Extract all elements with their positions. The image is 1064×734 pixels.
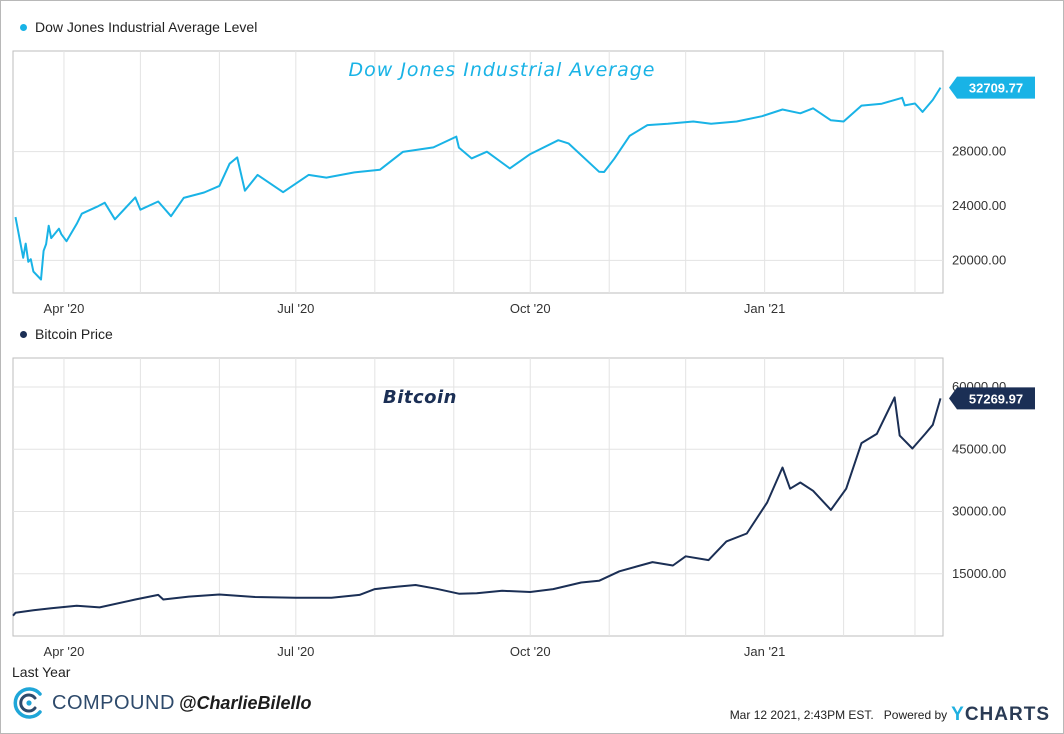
dow-legend[interactable]: Dow Jones Industrial Average Level [20, 19, 257, 35]
dow-x-tick-label: Oct '20 [510, 301, 551, 316]
btc-last-value-label: 57269.97 [969, 391, 1023, 406]
btc-y-tick-label: 15000.00 [952, 566, 1006, 581]
brand: COMPOUND @CharlieBilello [12, 686, 311, 720]
range-label: Last Year [12, 664, 71, 680]
btc-x-tick-label: Apr '20 [44, 644, 85, 659]
ycharts-logo[interactable]: YCHARTS [951, 704, 1050, 726]
btc-x-tick-label: Jan '21 [744, 644, 786, 659]
dow-x-tick-label: Apr '20 [44, 301, 85, 316]
footer-attribution: Mar 12 2021, 2:43PM EST. Powered by YCHA… [730, 704, 1050, 726]
dow-x-tick-label: Jul '20 [277, 301, 314, 316]
timestamp: Mar 12 2021, 2:43PM EST. [729, 708, 874, 722]
dow-series-line [14, 87, 942, 281]
btc-legend-label: Bitcoin Price [35, 326, 113, 342]
btc-series-line [12, 396, 942, 617]
dow-legend-dot [20, 23, 27, 31]
brand-name: COMPOUND [52, 691, 175, 714]
btc-last-value-badge [949, 387, 1035, 410]
dow-y-tick-label: 28000.00 [952, 144, 1006, 159]
dow-last-value-label: 32709.77 [969, 81, 1023, 96]
dow-chart: 20000.00 24000.00 28000.00 Apr '20 Jul '20 Oc… [12, 50, 1035, 316]
dow-y-tick-label: 20000.00 [952, 252, 1006, 267]
btc-x-tick-label: Oct '20 [510, 644, 551, 659]
ycharts-logo-text: CHARTS [964, 704, 1050, 725]
ycharts-logo-y: Y [951, 704, 965, 725]
btc-legend[interactable]: Bitcoin Price [20, 326, 113, 342]
dow-legend-label: Dow Jones Industrial Average Level [35, 19, 258, 35]
btc-plot-border [12, 357, 944, 637]
btc-chart-title: Bitcoin [383, 387, 457, 408]
dow-y-tick-label: 24000.00 [952, 198, 1006, 213]
dow-chart-title: Dow Jones Industrial Average [348, 59, 655, 81]
dow-x-tick-label: Jan '21 [744, 301, 786, 316]
btc-legend-dot [20, 330, 27, 338]
btc-y-tick-label: 45000.00 [952, 441, 1006, 456]
dow-last-value-badge [949, 76, 1035, 99]
powered-by-label: Powered by [883, 708, 948, 722]
btc-x-tick-label: Jul '20 [277, 644, 314, 659]
btc-y-tick-label: 30000.00 [952, 504, 1006, 519]
brand-handle: @CharlieBilello [178, 692, 312, 713]
compound-logo-icon [13, 687, 42, 719]
dow-plot-border [12, 50, 944, 294]
